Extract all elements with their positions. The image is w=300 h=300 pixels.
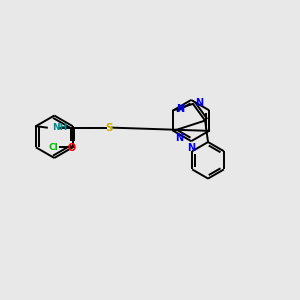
Text: Cl: Cl xyxy=(48,143,58,152)
Text: O: O xyxy=(67,143,75,153)
Text: N: N xyxy=(175,133,183,143)
Text: N: N xyxy=(176,104,184,114)
Text: N: N xyxy=(195,98,203,108)
Text: NH: NH xyxy=(52,123,68,132)
Text: S: S xyxy=(105,123,112,133)
Text: N: N xyxy=(187,143,195,153)
